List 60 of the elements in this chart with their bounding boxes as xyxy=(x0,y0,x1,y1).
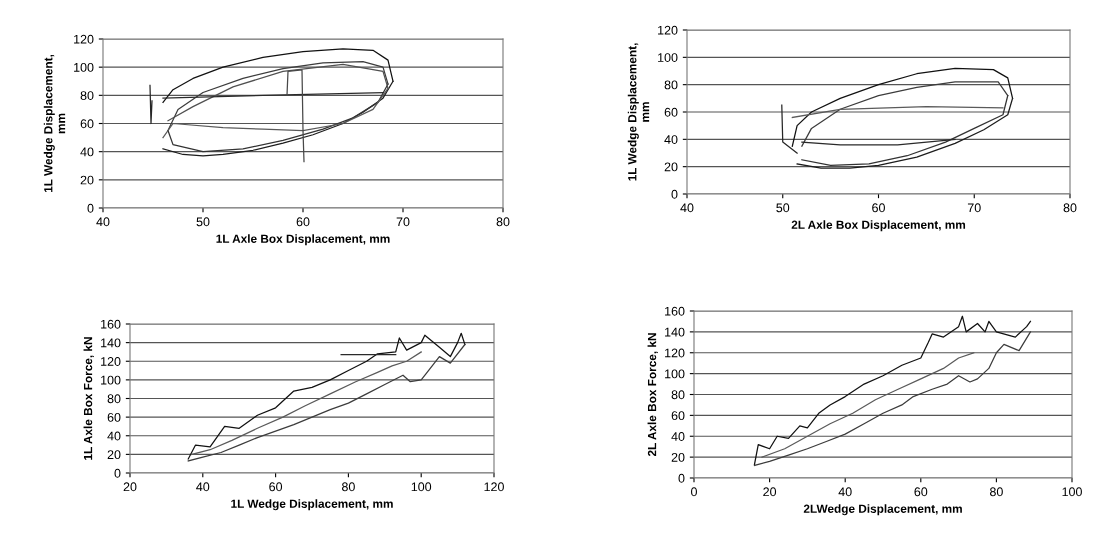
x-tick-label: 70 xyxy=(967,203,981,213)
y-tick-label: 80 xyxy=(107,394,121,404)
y-tick-label: 100 xyxy=(658,53,678,62)
x-tick-label: 60 xyxy=(872,203,885,213)
y-axis-title: 1L Axle Box Force, kN xyxy=(83,337,94,460)
y-axis-title: 1L Wedge Displacement, mm xyxy=(43,54,66,193)
x-tick-label: 80 xyxy=(341,482,355,492)
x-tick-label: 80 xyxy=(989,487,1003,497)
y-axis-title: 2L Axle Box Force, kN xyxy=(647,333,658,457)
x-axis-title: 1L Wedge Displacement, mm xyxy=(231,499,393,511)
y-tick-label: 60 xyxy=(107,412,121,422)
x-tick-label: 100 xyxy=(1062,487,1082,497)
x-tick-label: 60 xyxy=(914,487,928,497)
y-tick-label: 60 xyxy=(671,411,685,421)
y-tick-label: 20 xyxy=(80,175,94,185)
x-tick-label: 40 xyxy=(196,482,210,492)
y-tick-label: 80 xyxy=(664,80,678,90)
x-axis-title: 2L Axle Box Displacement, mm xyxy=(791,220,966,232)
y-tick-label: 80 xyxy=(80,91,94,100)
x-tick-label: 0 xyxy=(691,487,697,497)
y-axis-title: 1L Wedge Displacement, mm xyxy=(627,43,650,181)
y-tick-label: 0 xyxy=(678,473,685,483)
y-tick-label: 60 xyxy=(80,119,94,129)
y-tick-label: 20 xyxy=(671,452,685,462)
y-tick-label: 40 xyxy=(80,147,94,157)
y-tick-label: 60 xyxy=(664,107,678,117)
y-tick-label: 80 xyxy=(671,390,685,400)
x-axis-title: 2LWedge Displacement, mm xyxy=(803,504,962,516)
x-tick-label: 50 xyxy=(776,203,790,213)
x-tick-label: 50 xyxy=(196,217,210,227)
x-tick-label: 60 xyxy=(269,482,283,492)
y-tick-label: 40 xyxy=(664,135,678,144)
y-tick-label: 100 xyxy=(74,62,94,72)
x-tick-label: 20 xyxy=(123,482,137,492)
y-tick-label: 120 xyxy=(74,34,94,44)
x-axis-title: 1L Axle Box Displacement, mm xyxy=(216,234,390,246)
y-tick-label: 140 xyxy=(101,338,121,348)
x-tick-label: 60 xyxy=(296,217,310,227)
x-tick-label: 100 xyxy=(411,482,432,492)
y-tick-label: 40 xyxy=(107,431,121,441)
y-tick-label: 40 xyxy=(671,432,685,441)
x-tick-label: 40 xyxy=(680,203,694,213)
x-tick-label: 70 xyxy=(396,217,410,227)
y-tick-label: 20 xyxy=(664,162,678,172)
y-tick-label: 20 xyxy=(107,450,121,460)
x-tick-label: 40 xyxy=(838,487,852,497)
y-tick-label: 120 xyxy=(665,348,685,358)
y-tick-label: 160 xyxy=(665,306,685,316)
y-tick-label: 100 xyxy=(665,369,685,379)
y-tick-label: 120 xyxy=(101,357,121,366)
x-tick-label: 80 xyxy=(496,217,510,227)
y-tick-label: 0 xyxy=(114,468,121,478)
y-tick-label: 140 xyxy=(665,327,685,337)
x-tick-label: 20 xyxy=(763,487,777,497)
y-tick-label: 160 xyxy=(101,319,121,329)
x-tick-label: 120 xyxy=(484,482,504,492)
y-tick-label: 0 xyxy=(671,189,678,199)
x-tick-label: 80 xyxy=(1063,203,1077,213)
y-tick-label: 100 xyxy=(101,375,121,385)
y-tick-label: 120 xyxy=(658,25,678,35)
